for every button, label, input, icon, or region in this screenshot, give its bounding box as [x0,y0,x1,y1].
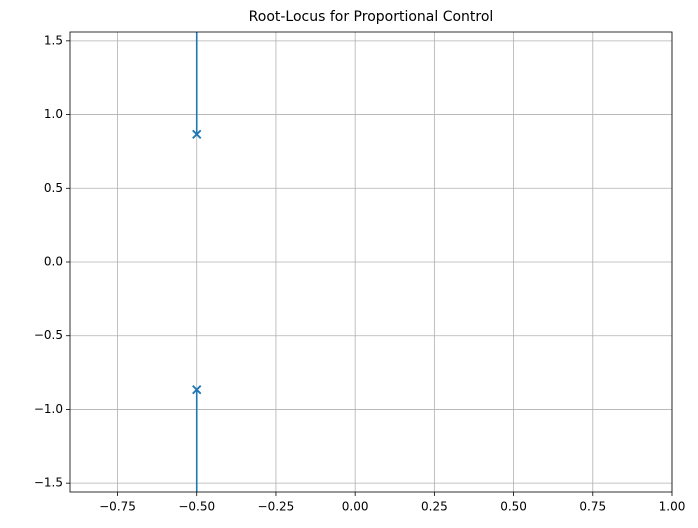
y-tick-label: 1.5 [44,33,63,47]
x-tick-label: −0.75 [99,500,136,514]
pole-marker [192,129,202,139]
chart-title: Root-Locus for Proportional Control [249,9,494,25]
y-tick-label: 0.5 [44,181,63,195]
x-tick-label: −0.50 [178,500,215,514]
y-tick-label: 1.0 [44,107,63,121]
x-tick-label: 0.00 [342,500,369,514]
y-tick-label: −0.5 [34,328,63,342]
x-tick-label: 0.75 [579,500,606,514]
y-tick-label: −1.5 [34,476,63,490]
y-tick-label: −1.0 [34,402,63,416]
pole-marker [192,385,202,395]
y-tick-label: 0.0 [44,255,63,269]
x-tick-label: 0.50 [500,500,527,514]
x-tick-label: 0.25 [421,500,448,514]
x-tick-label: −0.25 [258,500,295,514]
x-tick-label: 1.00 [659,500,686,514]
